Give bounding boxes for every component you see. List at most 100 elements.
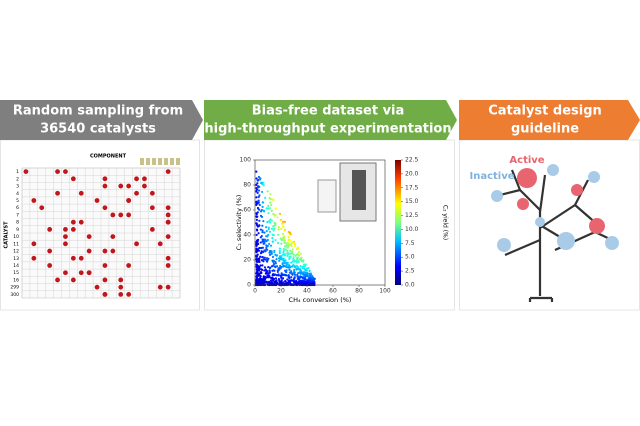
scatter-point — [293, 243, 296, 246]
scatter-point — [271, 237, 274, 240]
scatter-point — [280, 254, 283, 258]
sample-dot — [102, 183, 108, 189]
scatter-point — [304, 269, 307, 272]
active-node — [517, 198, 529, 210]
component-icon — [164, 158, 168, 165]
scatter-point — [278, 249, 281, 252]
scatter-point — [295, 248, 299, 251]
scatter-point — [276, 254, 279, 257]
scatter-point — [272, 269, 275, 272]
sample-dot — [149, 190, 155, 196]
scatter-point — [258, 265, 261, 269]
scatter-point — [258, 208, 261, 211]
scatter-point — [263, 210, 266, 213]
sample-dot — [102, 263, 108, 268]
scatter-point — [310, 282, 313, 285]
scatter-point — [255, 196, 258, 199]
colorbar-tick-label: 20.0 — [405, 170, 419, 177]
scatter-point — [282, 265, 285, 268]
component-icon — [176, 158, 180, 165]
scatter-point — [261, 229, 264, 232]
scatter-point — [259, 272, 262, 275]
scatter-point — [269, 201, 272, 204]
scatter-point — [258, 274, 262, 277]
column-title: COMPONENT — [90, 154, 127, 160]
scatter-point — [268, 269, 271, 272]
scatter-point — [266, 190, 269, 193]
scatter-point — [281, 282, 284, 285]
sample-dot — [118, 291, 124, 297]
scatter-point — [290, 252, 293, 255]
scatter-point — [308, 269, 311, 273]
y-tick-label: 40 — [243, 232, 251, 239]
scatter-point — [280, 272, 283, 275]
row-label: 11 — [13, 241, 19, 247]
scatter-point — [257, 232, 260, 235]
y-tick-label: 0 — [247, 282, 251, 289]
scatter-point — [285, 271, 288, 274]
scatter-point — [294, 266, 297, 269]
scatter-point — [255, 268, 259, 271]
scatter-point — [283, 262, 286, 265]
sample-dot — [94, 198, 100, 203]
component-icon — [140, 158, 144, 165]
y-tick-label: 60 — [243, 207, 251, 214]
scatter-point — [256, 257, 260, 261]
scatter-point — [261, 201, 265, 204]
sample-dot — [142, 183, 147, 189]
scatter-point — [283, 220, 286, 223]
scatter-point — [267, 275, 271, 278]
inset-device — [352, 170, 366, 210]
sample-dot — [165, 169, 171, 175]
row-label: 3 — [16, 184, 19, 190]
scatter-point — [287, 236, 290, 239]
scatter-point — [255, 212, 258, 215]
scatter-point — [255, 190, 258, 193]
scatter-point — [293, 276, 296, 279]
scatter-point — [286, 261, 289, 265]
scatter-point — [264, 272, 267, 275]
sample-dot — [55, 169, 60, 175]
scatter-point — [265, 257, 269, 260]
scatter-point — [265, 244, 268, 247]
scatter-point — [264, 269, 268, 272]
colorbar-tick-label: 15.0 — [405, 198, 419, 205]
sample-dot — [110, 212, 116, 218]
sample-dot — [157, 241, 163, 247]
header-line: guideline — [511, 122, 579, 137]
sample-dot — [118, 212, 124, 218]
scatter-point — [267, 265, 270, 269]
sample-dot — [142, 176, 147, 182]
scatter-point — [257, 238, 260, 241]
scatter-point — [297, 250, 301, 254]
scatter-point — [274, 238, 277, 242]
scatter-point — [288, 281, 292, 284]
scatter-point — [291, 241, 294, 244]
scatter-point — [255, 188, 259, 191]
scatter-point — [256, 182, 259, 185]
scatter-point — [290, 261, 293, 264]
scatter-point — [256, 279, 259, 283]
sample-dot — [55, 277, 60, 283]
scatter-point — [267, 242, 271, 246]
scatter-point — [275, 265, 279, 268]
scatter-point — [256, 201, 259, 204]
y-tick-label: 80 — [243, 182, 251, 189]
sample-dot — [78, 270, 84, 276]
scatter-point — [311, 275, 314, 278]
scatter-point — [265, 226, 268, 229]
colorbar-tick-label: 7.5 — [405, 240, 415, 247]
scatter-plot: 0 20 40 60 80 100 0 20 40 60 80 100 CH₄ conversion (… — [235, 157, 449, 305]
scatter-point — [296, 277, 300, 280]
header-line: Catalyst design — [488, 104, 602, 119]
scatter-point — [265, 281, 268, 284]
scatter-point — [268, 266, 272, 269]
scatter-point — [291, 260, 295, 263]
header-arrow — [459, 100, 640, 140]
colorbar-tick-label: 2.5 — [405, 268, 415, 275]
row-label: 7 — [16, 212, 19, 218]
colorbar-tick-label: 10.0 — [405, 226, 419, 233]
scatter-point — [290, 272, 294, 275]
scatter-point — [295, 261, 299, 264]
scatter-point — [304, 278, 307, 281]
